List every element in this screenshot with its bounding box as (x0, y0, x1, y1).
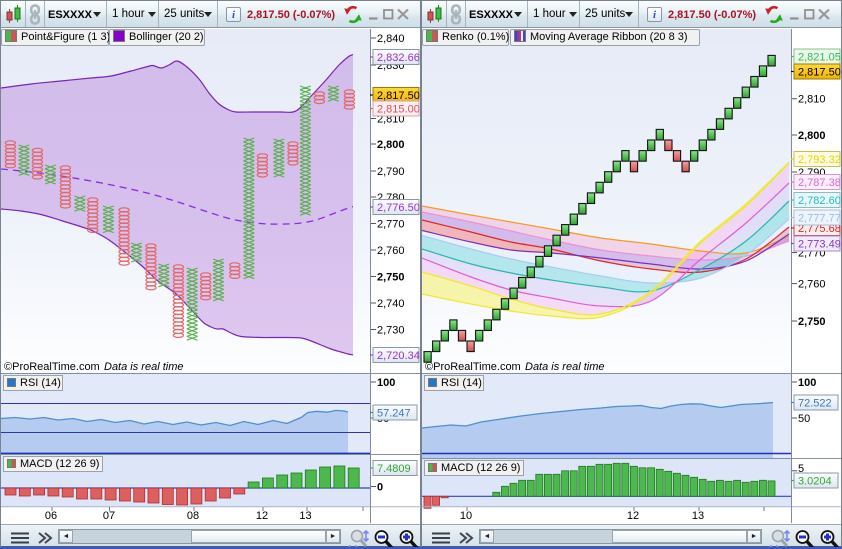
svg-text:2,740: 2,740 (377, 298, 405, 310)
svg-text:Data is real time: Data is real time (525, 361, 604, 373)
svg-text:100: 100 (798, 377, 816, 389)
svg-text:2,720.34: 2,720.34 (377, 350, 420, 362)
svg-text:2,815.00: 2,815.00 (377, 104, 420, 116)
svg-text:2,817.50: 2,817.50 (377, 90, 420, 102)
svg-text:2,790: 2,790 (377, 166, 405, 178)
svg-text:2,817.50: 2,817.50 (798, 67, 841, 79)
svg-text:2,800: 2,800 (377, 139, 405, 151)
svg-text:2,782.60: 2,782.60 (798, 195, 841, 207)
svg-text:2,773.49: 2,773.49 (798, 239, 841, 251)
svg-text:2,760: 2,760 (798, 279, 826, 291)
svg-text:3.0204: 3.0204 (798, 476, 832, 488)
svg-text:2,750: 2,750 (798, 316, 826, 328)
svg-text:2,770: 2,770 (377, 219, 405, 231)
svg-text:5: 5 (798, 463, 804, 475)
svg-text:57.247: 57.247 (377, 408, 411, 420)
svg-text:13: 13 (692, 510, 704, 522)
svg-text:2,760: 2,760 (377, 245, 405, 257)
svg-text:2,832.66: 2,832.66 (377, 52, 420, 64)
svg-text:7.4809: 7.4809 (377, 463, 411, 475)
svg-text:12: 12 (256, 510, 268, 522)
svg-text:08: 08 (187, 510, 199, 522)
svg-text:10: 10 (460, 510, 472, 522)
svg-text:100: 100 (377, 377, 395, 389)
svg-text:72.522: 72.522 (798, 398, 832, 410)
svg-text:07: 07 (103, 510, 115, 522)
svg-text:12: 12 (627, 510, 639, 522)
svg-text:2,821.05: 2,821.05 (798, 52, 841, 64)
svg-text:2,776.50: 2,776.50 (377, 202, 420, 214)
svg-text:2,840: 2,840 (377, 33, 405, 45)
svg-text:13: 13 (299, 510, 311, 522)
svg-text:0: 0 (377, 482, 383, 494)
svg-text:©ProRealTime.com: ©ProRealTime.com (4, 361, 100, 373)
svg-text:2,775.68: 2,775.68 (798, 223, 841, 235)
svg-text:2,800: 2,800 (798, 130, 826, 142)
svg-text:2,787.38: 2,787.38 (798, 177, 841, 189)
svg-text:2,810: 2,810 (798, 94, 826, 106)
svg-text:2,730: 2,730 (377, 325, 405, 337)
svg-text:Data is real time: Data is real time (104, 361, 183, 373)
svg-text:2,793.32: 2,793.32 (798, 154, 841, 166)
svg-text:2,777.77: 2,777.77 (798, 213, 841, 225)
svg-text:50: 50 (798, 413, 810, 425)
svg-text:2,750: 2,750 (377, 272, 405, 284)
svg-text:06: 06 (45, 510, 57, 522)
svg-text:©ProRealTime.com: ©ProRealTime.com (425, 361, 521, 373)
